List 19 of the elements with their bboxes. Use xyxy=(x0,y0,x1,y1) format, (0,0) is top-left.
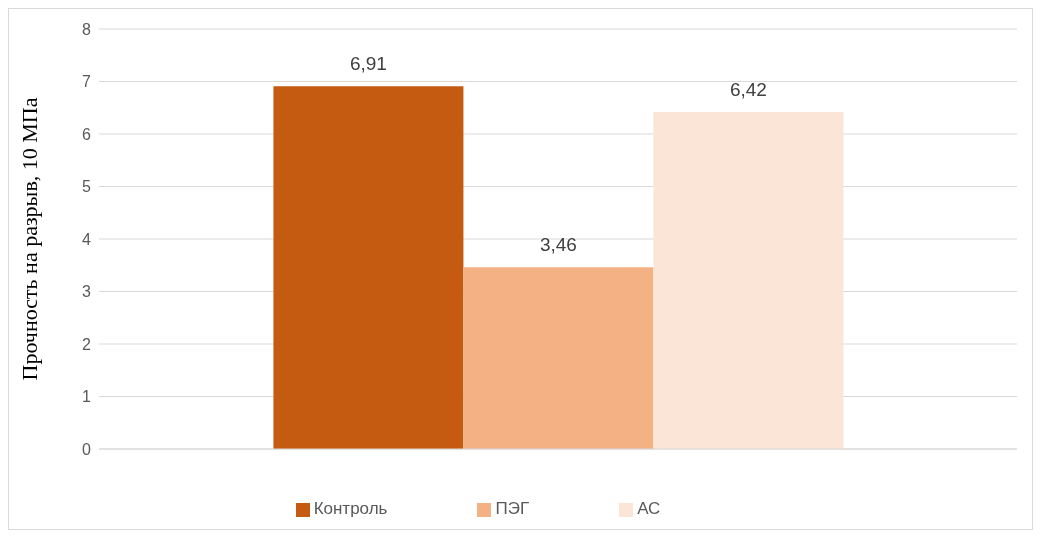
data-label: 3,46 xyxy=(539,234,577,256)
y-tick-label: 0 xyxy=(82,440,92,458)
legend-label: АС xyxy=(637,499,661,518)
data-label: 6,42 xyxy=(729,78,767,100)
bar xyxy=(463,267,654,449)
y-tick-label: 7 xyxy=(82,73,92,91)
y-tick-label: 3 xyxy=(82,283,92,301)
y-tick-label: 4 xyxy=(82,230,92,248)
legend-label: Контроль xyxy=(313,499,388,518)
legend-label: ПЭГ xyxy=(495,499,530,518)
y-tick-label: 1 xyxy=(82,388,92,406)
y-axis-title: Прочность на разрыв, 10 МПа xyxy=(16,97,42,381)
bar xyxy=(273,86,464,449)
bar xyxy=(653,111,844,449)
y-tick-label: 2 xyxy=(82,335,92,353)
data-label: 6,91 xyxy=(349,53,387,75)
y-tick-label: 5 xyxy=(82,178,92,196)
y-tick-label: 8 xyxy=(82,20,92,38)
y-tick-label: 6 xyxy=(82,125,92,143)
